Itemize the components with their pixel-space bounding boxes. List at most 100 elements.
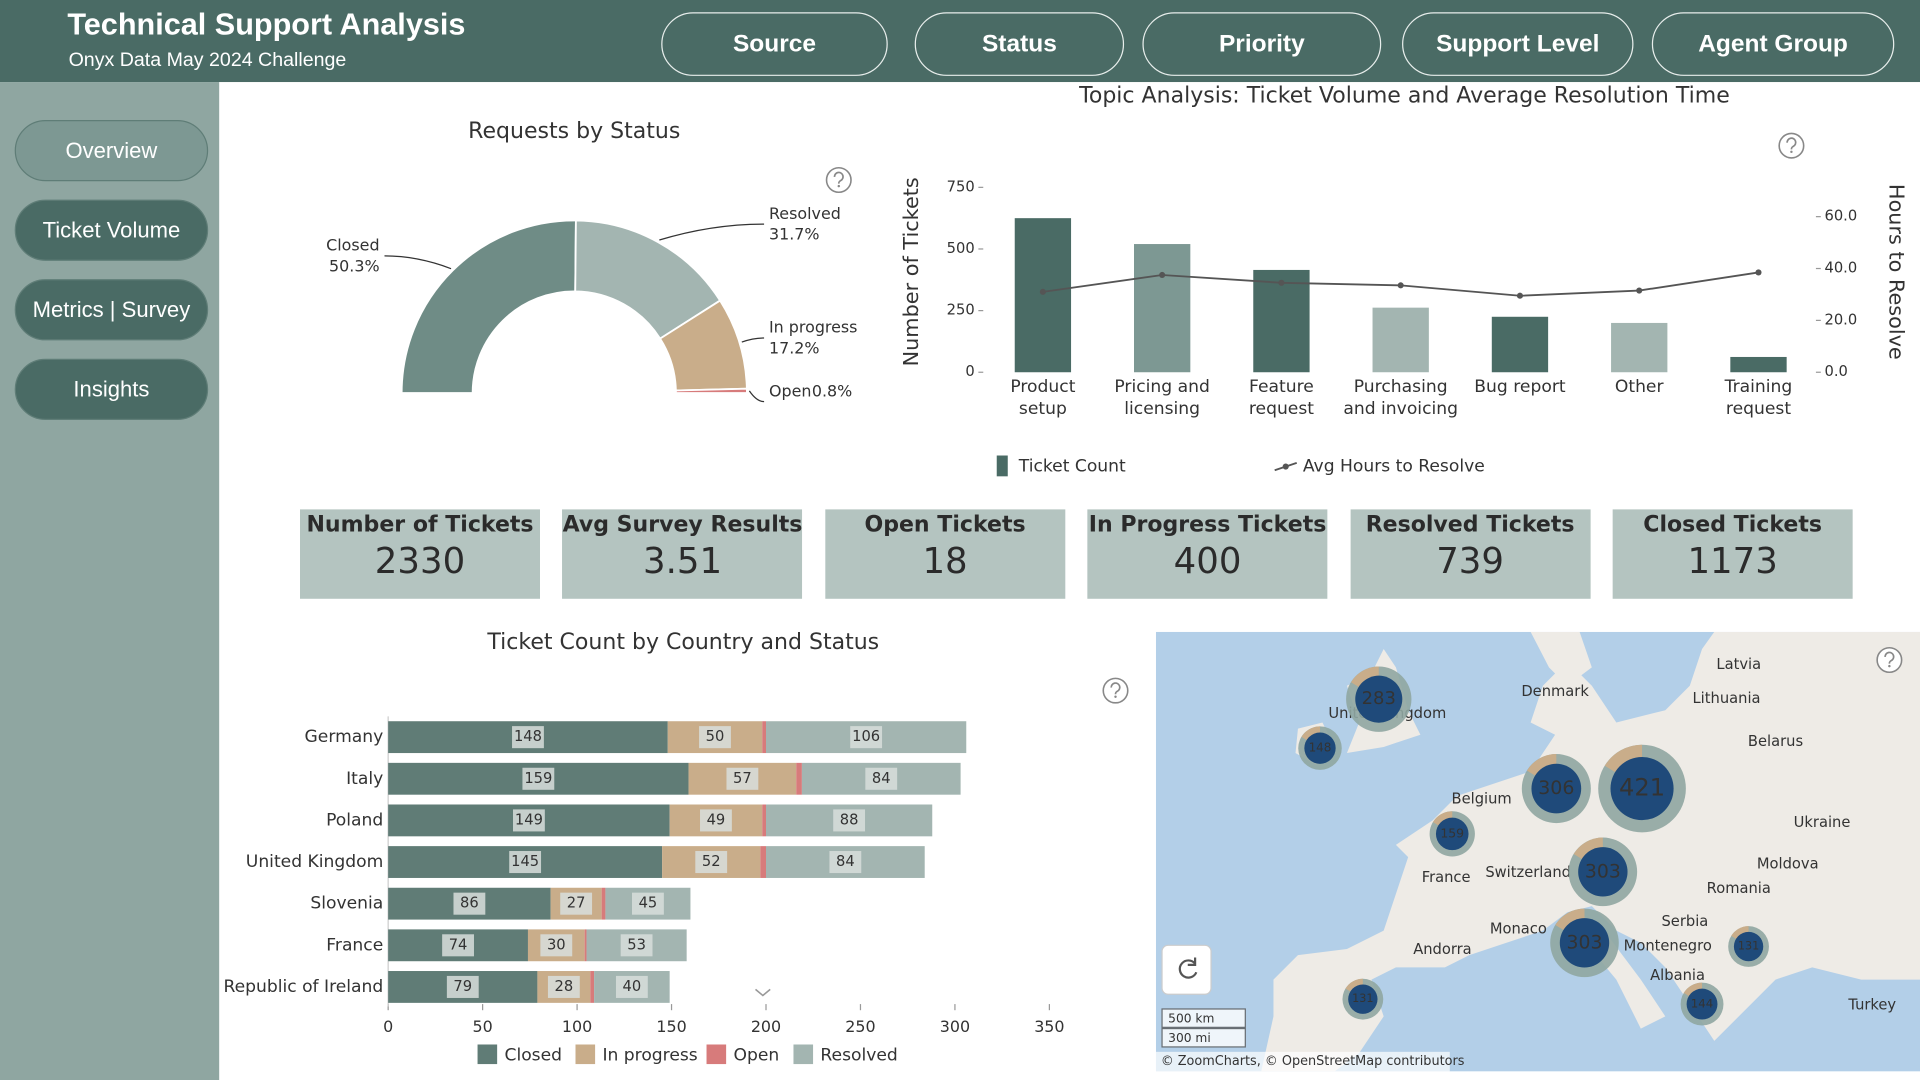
x-tick-label: 200 xyxy=(751,1017,781,1036)
data-label: 149 xyxy=(515,811,543,828)
line-point xyxy=(1159,271,1166,279)
x-tick-label: Pricing and licensing xyxy=(1114,377,1210,419)
cluster-label: 144 xyxy=(1691,997,1713,1011)
filter-button[interactable]: Source xyxy=(661,12,888,76)
line-point xyxy=(1636,287,1643,294)
nav-button[interactable]: Overview xyxy=(14,120,209,182)
filter-button[interactable]: Support Level xyxy=(1402,12,1634,76)
data-label-box xyxy=(700,809,732,832)
legend-label: Resolved xyxy=(820,1046,897,1066)
y2-tick-label: 0.0 xyxy=(1824,363,1847,380)
cluster-label: 283 xyxy=(1362,688,1396,709)
map-reset-button[interactable] xyxy=(1161,944,1212,995)
bar-segment xyxy=(762,804,767,837)
map-attribution: © ZoomCharts, © OpenStreetMap contributo… xyxy=(1161,1054,1465,1069)
data-label-box xyxy=(829,851,862,874)
data-label-box xyxy=(695,851,728,874)
cluster-core xyxy=(1686,988,1718,1020)
filter-button[interactable]: Priority xyxy=(1142,12,1382,76)
page-title: Technical Support Analysis xyxy=(67,7,466,42)
cluster-core xyxy=(1559,918,1610,968)
x-tick-label: 0 xyxy=(383,1017,393,1036)
data-label: 74 xyxy=(449,936,468,953)
bar xyxy=(1491,316,1549,373)
x-tick-label: 100 xyxy=(562,1017,592,1036)
filter-button[interactable]: Status xyxy=(914,12,1125,76)
map-place-label: Montenegro xyxy=(1624,938,1712,955)
kpi-value: 400 xyxy=(1173,540,1242,582)
map-place-label: Monaco xyxy=(1490,920,1547,937)
map-cluster: 144 xyxy=(1680,982,1724,1026)
data-label: 86 xyxy=(460,895,479,912)
line-point xyxy=(1039,288,1046,295)
kpi-label: Number of Tickets xyxy=(306,511,534,538)
map-place-label: Latvia xyxy=(1716,656,1761,673)
legend-label: Closed xyxy=(504,1046,562,1066)
cluster-label: 303 xyxy=(1567,932,1603,953)
line-point xyxy=(1397,282,1404,289)
data-label: 84 xyxy=(872,770,891,787)
nav-button[interactable]: Ticket Volume xyxy=(14,199,209,261)
cluster-core xyxy=(1348,984,1378,1014)
y-category-label: Poland xyxy=(326,810,383,830)
y-tick-label: 500 xyxy=(947,240,975,257)
leader-line xyxy=(384,255,452,270)
help-glyph xyxy=(1884,651,1895,664)
map-attribution-bg xyxy=(1155,1051,1450,1072)
kpi-value: 18 xyxy=(922,540,968,582)
data-label: 30 xyxy=(547,936,566,953)
map-land xyxy=(1530,631,1592,686)
kpi-value: 2330 xyxy=(374,540,466,582)
legend-swatch xyxy=(477,1044,498,1065)
kpi-card: Open Tickets 18 xyxy=(825,509,1066,599)
chart-title: Requests by Status xyxy=(468,119,680,144)
kpi-card: Resolved Tickets 739 xyxy=(1350,509,1591,599)
help-glyph xyxy=(1786,137,1797,150)
data-label-box xyxy=(699,726,731,749)
data-label: 106 xyxy=(852,728,880,745)
x-tick-label: Feature request xyxy=(1248,377,1315,419)
bar-segment xyxy=(590,971,595,1003)
kpi-card: Number of Tickets 2330 xyxy=(300,509,541,599)
y-category-label: United Kingdom xyxy=(246,852,383,872)
data-label-box xyxy=(726,767,759,790)
kpi-value: 1173 xyxy=(1687,540,1778,582)
leader-line xyxy=(659,223,765,241)
y-tick-label: 0 xyxy=(965,363,974,380)
data-label: 79 xyxy=(453,978,472,995)
donut-value-label: 31.7% xyxy=(769,225,820,244)
data-label: 49 xyxy=(707,811,726,828)
map-place-label: Belarus xyxy=(1748,733,1803,750)
map-place-label: Turkey xyxy=(1847,996,1896,1013)
map-place-label: Moldova xyxy=(1757,855,1819,872)
kpi-label: Resolved Tickets xyxy=(1365,511,1575,538)
help-glyph xyxy=(1110,682,1121,695)
legend-label: In progress xyxy=(602,1046,697,1066)
data-label-box xyxy=(850,726,883,749)
nav-button[interactable]: Metrics | Survey xyxy=(14,279,209,341)
map-scale-bar xyxy=(1161,1008,1246,1028)
bar-segment xyxy=(796,762,802,795)
data-label: 28 xyxy=(555,978,574,995)
map-cluster: 131 xyxy=(1342,978,1384,1020)
data-label-box xyxy=(522,767,555,790)
data-label: 148 xyxy=(514,728,542,745)
legend-swatch xyxy=(706,1044,727,1065)
data-label-box xyxy=(446,975,479,998)
kpi-value: 739 xyxy=(1436,540,1504,582)
map-cluster: 421 xyxy=(1598,744,1686,833)
bar xyxy=(1134,244,1191,373)
x-tick-label: Purchasing and invoicing xyxy=(1343,377,1459,419)
x-tick-label: Bug report xyxy=(1474,377,1566,397)
kpi-value: 3.51 xyxy=(642,540,723,582)
line-point xyxy=(1516,292,1524,299)
nav-button[interactable]: Insights xyxy=(14,358,209,421)
help-dot xyxy=(1790,150,1793,154)
map-cluster: 283 xyxy=(1346,666,1412,732)
help-icon xyxy=(1876,646,1903,674)
donut-category-label: Open xyxy=(769,381,811,400)
data-label-box xyxy=(865,767,898,790)
filter-button[interactable]: Agent Group xyxy=(1651,12,1895,76)
map-place-label: Serbia xyxy=(1661,913,1708,930)
